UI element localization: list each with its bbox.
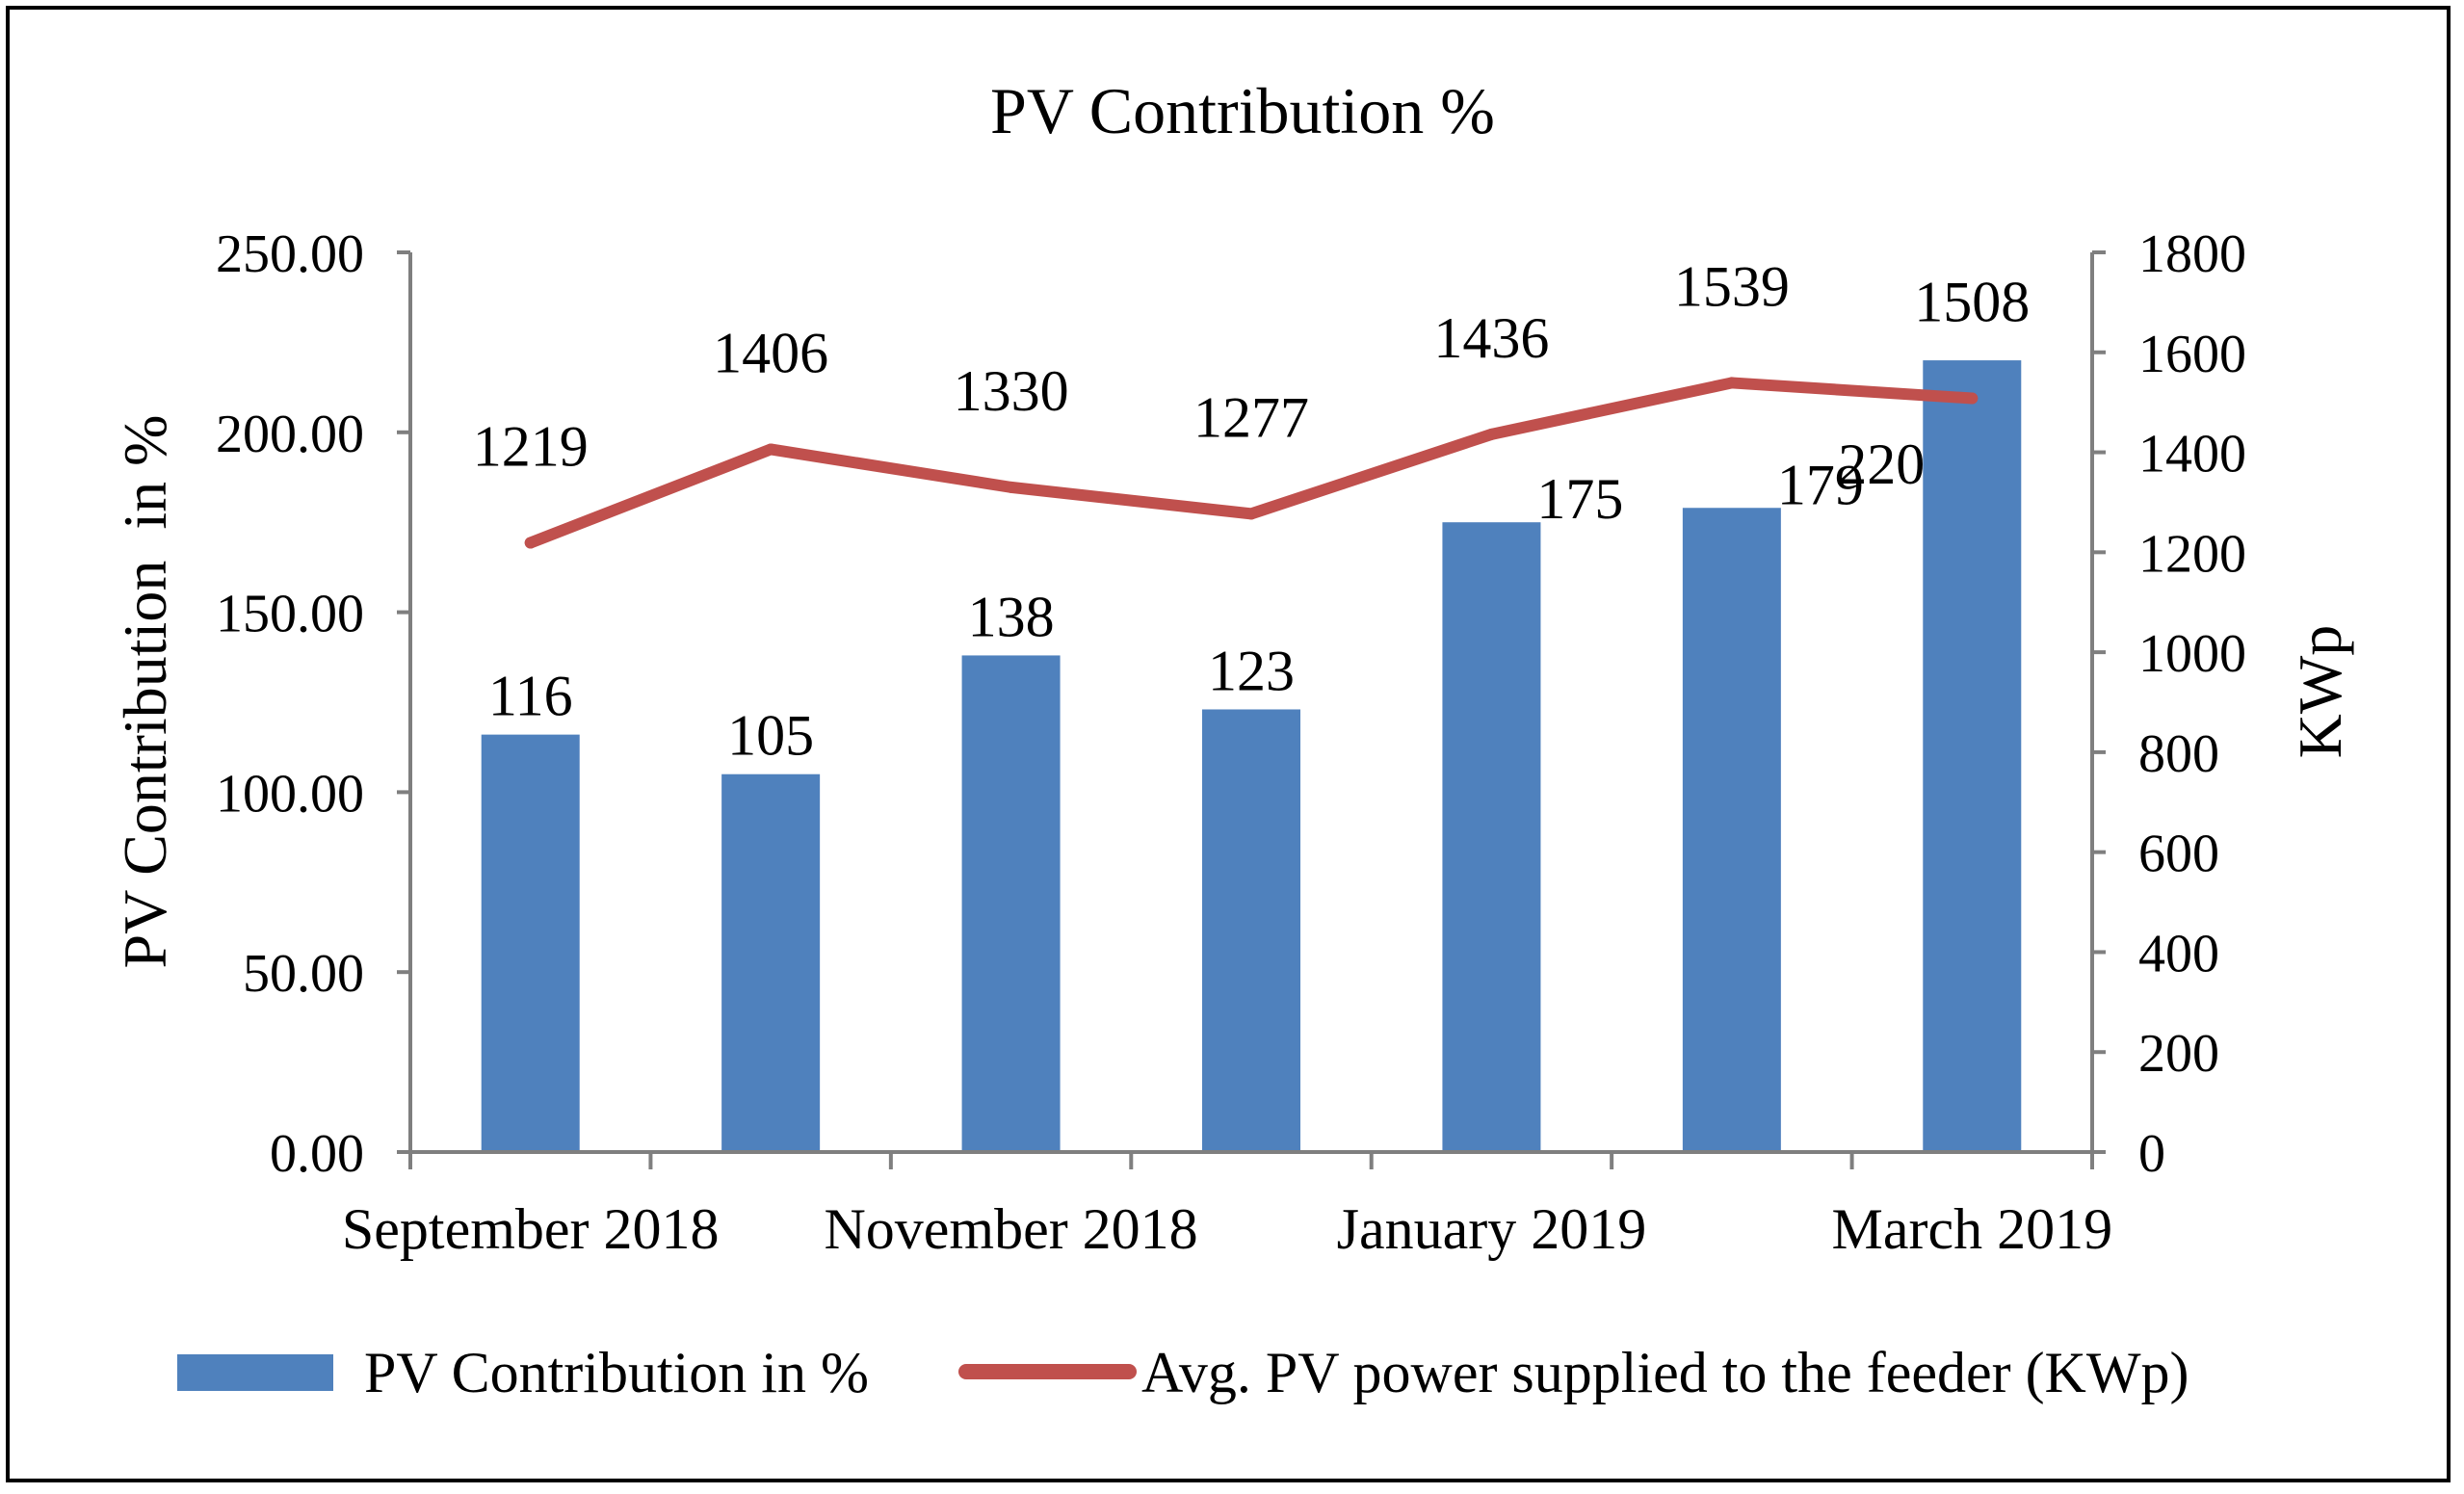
y-right-axis-title: KWp — [2286, 625, 2354, 759]
y-right-tick-label-2: 400 — [2138, 924, 2219, 983]
line-point-5 — [1725, 377, 1738, 389]
line-point-1 — [765, 443, 777, 456]
x-tick-label-0: September 2018 — [342, 1197, 720, 1261]
line-label-1: 1406 — [713, 321, 828, 384]
line-label-5: 1539 — [1674, 254, 1790, 318]
line-label-3: 1277 — [1193, 385, 1309, 449]
line-point-2 — [1005, 481, 1017, 493]
bar-4 — [1442, 522, 1541, 1152]
bar-0 — [481, 734, 580, 1152]
line-point-4 — [1485, 428, 1498, 440]
bar-label-3: 123 — [1208, 639, 1295, 702]
legend-line-label: Avg. PV power supplied to the feeder (KW… — [1141, 1341, 2189, 1404]
line-label-4: 1436 — [1433, 306, 1549, 370]
y-left-tick-label-0: 0.00 — [270, 1124, 364, 1184]
y-right-tick-label-5: 1000 — [2138, 624, 2246, 684]
line-point-3 — [1245, 508, 1257, 520]
line-point-0 — [524, 537, 537, 549]
axes-layer: 0.00 50.00 100.00 150.00 200.00 250.00 0 200 400… — [216, 224, 2246, 1261]
bar-6 — [1923, 360, 2022, 1153]
y-right-tick-label-0: 0 — [2138, 1124, 2165, 1184]
line-label-2: 1330 — [954, 359, 1069, 423]
bar-3 — [1202, 709, 1300, 1152]
legend-bar-swatch — [177, 1354, 333, 1391]
bar-5 — [1682, 508, 1781, 1152]
legend: PV Contribution in % Avg. PV power suppl… — [177, 1341, 2189, 1404]
bar-2 — [961, 655, 1061, 1152]
y-right-tick-label-7: 1400 — [2138, 425, 2246, 485]
x-tick-label-1: November 2018 — [824, 1197, 1197, 1261]
x-tick-label-2: January 2019 — [1337, 1197, 1647, 1261]
bar-label-1: 105 — [727, 704, 814, 768]
y-right-tick-label-9: 1800 — [2138, 224, 2246, 284]
bar-label-2: 138 — [968, 585, 1055, 648]
bar-label-0: 116 — [488, 665, 573, 728]
y-left-tick-label-5: 250.00 — [216, 224, 364, 284]
x-tick-label-3: March 2019 — [1831, 1197, 2112, 1261]
line-label-6: 1508 — [1914, 271, 2030, 334]
bars-layer — [481, 360, 2022, 1153]
bar-label-6: 220 — [1838, 432, 1925, 496]
bar-label-5: 179 — [1777, 453, 1864, 516]
y-right-tick-label-8: 1600 — [2138, 325, 2246, 384]
y-left-axis-title: PV Contribution in % — [111, 415, 179, 969]
y-right-tick-label-3: 600 — [2138, 825, 2219, 884]
line-layer — [524, 377, 1979, 549]
line-label-0: 1219 — [473, 414, 589, 478]
y-left-tick-label-1: 50.00 — [243, 944, 364, 1004]
bar-label-4: 175 — [1536, 467, 1623, 531]
chart-title: PV Contribution % — [990, 74, 1495, 147]
line-point-6 — [1966, 392, 1979, 405]
y-left-tick-label-2: 100.00 — [216, 764, 364, 824]
y-left-tick-label-3: 150.00 — [216, 585, 364, 644]
y-right-tick-label-6: 1200 — [2138, 524, 2246, 584]
legend-bar-label: PV Contribution in % — [364, 1341, 869, 1404]
y-right-tick-label-1: 200 — [2138, 1024, 2219, 1084]
y-left-tick-label-4: 200.00 — [216, 405, 364, 464]
y-right-tick-label-4: 800 — [2138, 724, 2219, 784]
bar-1 — [721, 773, 821, 1152]
